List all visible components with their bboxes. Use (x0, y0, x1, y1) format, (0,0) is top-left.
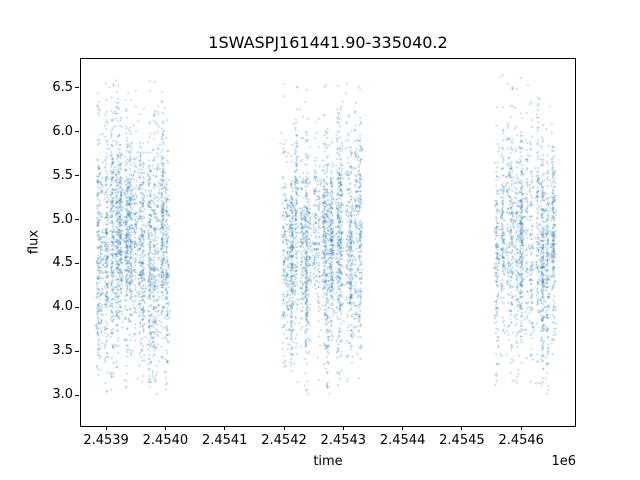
y-tick-mark (75, 262, 79, 264)
x-tick-label: 2.4546 (498, 433, 544, 448)
y-tick-label: 5.0 (52, 211, 73, 227)
y-tick-label: 5.5 (52, 167, 73, 183)
y-tick-label: 4.5 (52, 255, 73, 271)
y-tick-label: 3.0 (52, 387, 73, 403)
y-tick-mark (75, 306, 79, 308)
x-tick-mark (520, 426, 522, 430)
y-tick-mark (75, 175, 79, 177)
x-tick-mark (164, 426, 166, 430)
y-tick-mark (75, 87, 79, 89)
x-tick-label: 2.4540 (142, 433, 189, 448)
x-tick-label: 2.4542 (261, 433, 307, 448)
y-tick-label: 6.5 (52, 79, 73, 95)
x-tick-mark (461, 426, 463, 430)
plot-area (80, 58, 576, 427)
x-tick-label: 2.4544 (379, 433, 426, 448)
scatter-series-canvas (81, 59, 575, 426)
y-tick-label: 4.0 (52, 299, 73, 315)
x-axis-label: time (313, 454, 343, 469)
x-tick-label: 2.4539 (83, 433, 129, 448)
y-tick-mark (75, 350, 79, 352)
x-tick-label: 2.4545 (439, 433, 485, 448)
y-tick-label: 3.5 (52, 343, 73, 359)
x-tick-mark (342, 426, 344, 430)
y-tick-mark (75, 219, 79, 221)
x-tick-label: 2.4543 (320, 433, 367, 448)
x-tick-mark (402, 426, 404, 430)
x-tick-mark (224, 426, 226, 430)
y-tick-mark (75, 131, 79, 133)
x-tick-mark (283, 426, 285, 430)
x-tick-mark (105, 426, 107, 430)
y-tick-mark (75, 394, 79, 396)
x-tick-label: 2.4541 (201, 433, 248, 448)
x-axis-offset-text: 1e6 (551, 454, 576, 469)
chart-title: 1SWASPJ161441.90-335040.2 (208, 33, 448, 52)
y-tick-label: 6.0 (52, 123, 73, 139)
y-axis-label: flux (26, 229, 42, 255)
